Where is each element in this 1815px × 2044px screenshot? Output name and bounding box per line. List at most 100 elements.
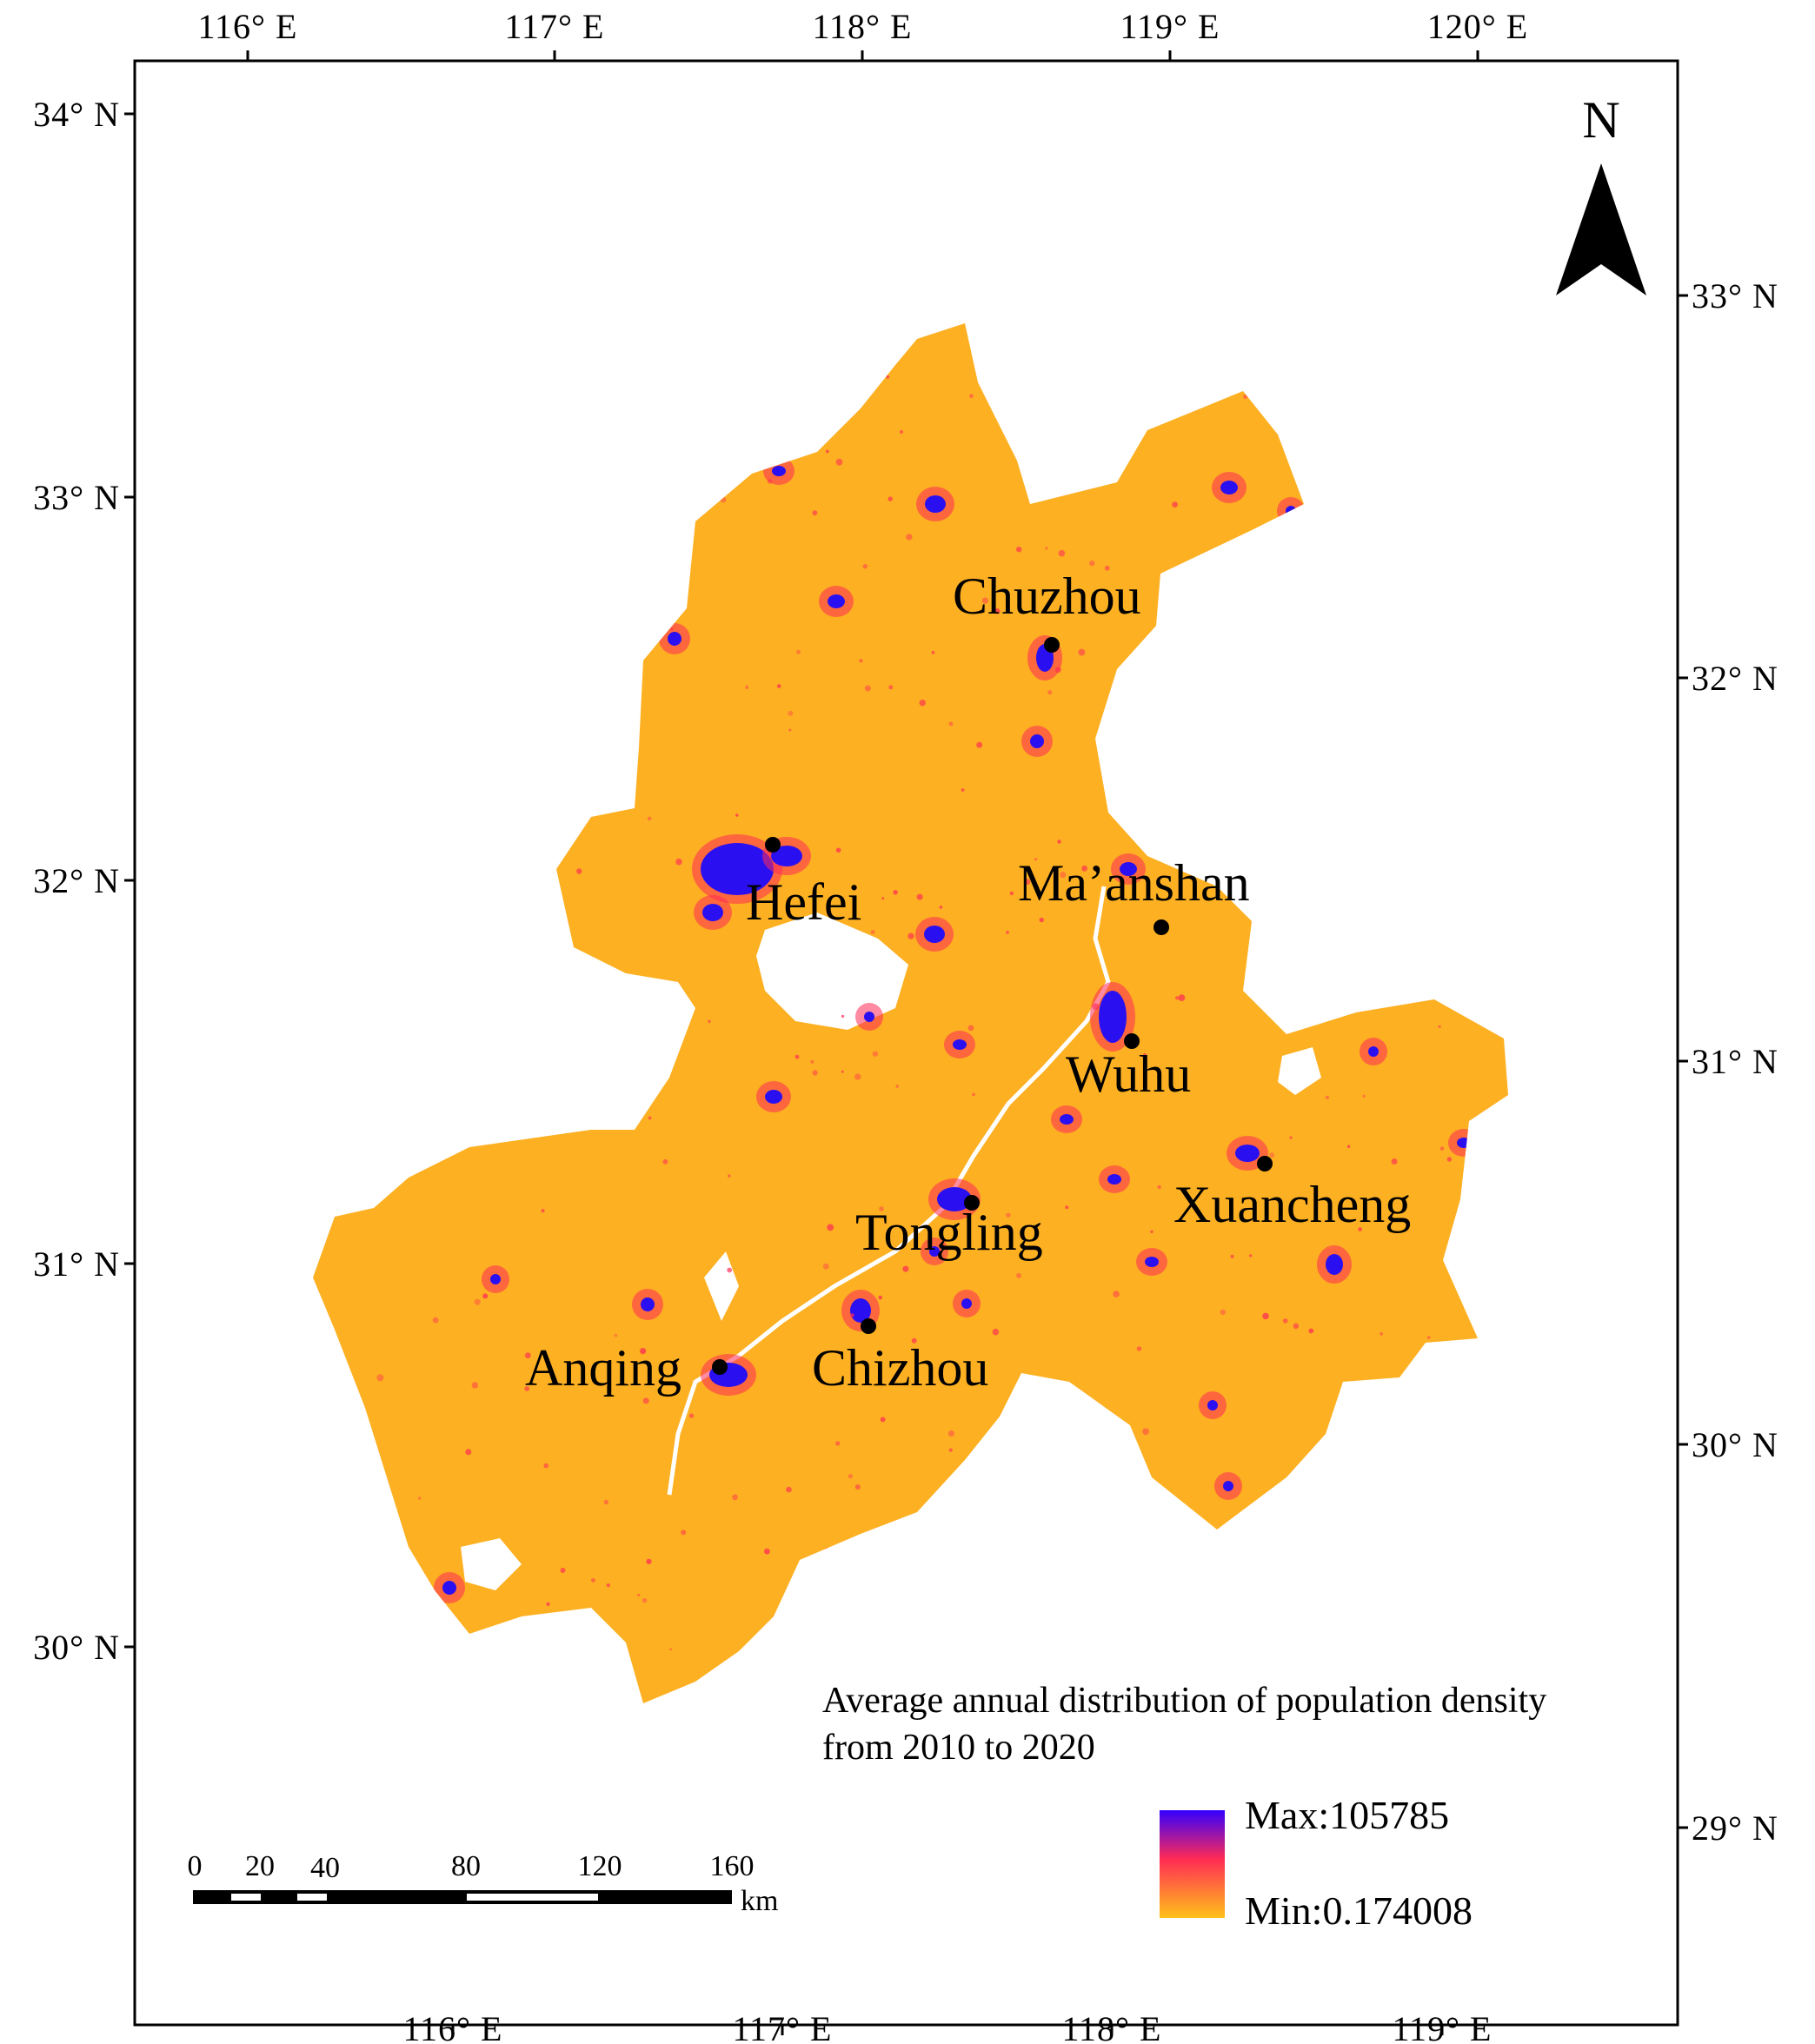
density-speck [603,1499,609,1505]
density-speck [349,760,356,766]
density-speck [859,1556,865,1562]
density-speck [486,694,493,700]
density-speck [848,1474,854,1479]
density-speck [1446,1157,1453,1162]
density-speck [854,1073,861,1080]
density-speck [646,1558,652,1564]
density-speck [1045,547,1048,550]
density-speck [1336,1422,1341,1427]
density-speck [667,522,671,526]
urban-spot [1107,1174,1121,1185]
urban-spot [1368,1046,1379,1057]
density-speck [1092,1003,1100,1011]
density-speck [1426,365,1431,370]
top-longitude-axis: 116° E 117° E 118° E 119° E 120° E [198,7,1527,61]
density-speck [508,1132,512,1137]
bottom-tick-label: 119° E [1393,2009,1493,2044]
density-speck [1424,752,1432,759]
legend-title-line1: Average annual distribution of populatio… [822,1681,1546,1721]
density-speck [1432,780,1437,786]
density-speck [708,1019,711,1024]
density-speck [1047,690,1053,695]
right-tick-label: 30° N [1692,1425,1778,1464]
density-speck [417,1496,422,1500]
density-speck [1356,961,1361,966]
density-speck [615,985,619,988]
density-speck [948,721,954,727]
density-speck [474,1298,481,1305]
scale-bar-segment [297,1894,327,1901]
legend-min-label: Min:0.174008 [1245,1888,1473,1933]
density-speck [969,394,974,399]
density-speck [632,666,639,673]
density-speck [1346,1145,1351,1149]
density-speck [1016,547,1022,553]
density-speck [1376,1393,1380,1397]
density-speck [916,893,923,900]
density-speck [1073,1571,1076,1575]
city-label-maanshan: Ma’anshan [1018,854,1250,912]
density-speck [835,1441,841,1446]
density-speck [497,1110,502,1116]
density-speck [614,1333,618,1337]
urban-spot [924,926,945,943]
density-speck [1447,1512,1452,1516]
density-speck [410,571,414,574]
density-speck [351,800,355,804]
density-speck [850,1313,854,1317]
density-speck [1107,742,1113,749]
scale-tick-label: 160 [710,1850,755,1882]
density-speck [794,1054,800,1059]
region-shape [313,323,1508,1703]
right-tick-label: 32° N [1692,659,1778,698]
density-speck [560,1568,566,1573]
density-speck [1097,366,1102,372]
study-region [313,323,1508,1703]
urban-spot [1120,862,1137,876]
density-speck [1293,1323,1300,1330]
density-speck [776,684,781,688]
bottom-tick-label: 118° E [1062,2009,1162,2044]
density-speck [1362,1094,1366,1098]
density-speck [482,378,489,385]
density-speck [735,813,739,817]
density-speck [939,1576,943,1580]
density-speck [1065,1205,1069,1210]
density-speck [1427,1336,1431,1339]
density-speck [1262,1312,1269,1320]
urban-spot [490,1274,501,1284]
density-speck [902,1265,909,1272]
density-speck [864,685,871,692]
urban-spot [961,1298,972,1309]
density-speck [1311,403,1314,407]
density-speck [1285,1628,1292,1635]
scale-tick-label: 80 [451,1850,481,1882]
city-dot-chuzhou [1044,637,1060,653]
urban-spot [937,1187,972,1211]
city-dot-xuancheng [1257,1156,1273,1171]
density-speck [1172,501,1178,508]
city-dot-tongling [964,1195,980,1211]
city-label-chizhou: Chizhou [812,1339,988,1397]
density-speck [1352,422,1358,428]
right-tick-label: 33° N [1692,276,1778,315]
density-speck [878,1295,882,1300]
density-speck [827,1224,834,1231]
density-speck [1473,911,1480,919]
density-speck [841,1014,845,1019]
legend-max-label: Max:105785 [1245,1793,1449,1837]
density-speck [446,945,453,952]
density-speck [939,906,943,909]
density-speck [675,858,682,866]
density-speck [650,421,657,428]
urban-spot [953,1039,967,1050]
density-speck [1055,667,1061,674]
density-speck [1458,1628,1462,1633]
density-speck [1463,958,1466,961]
density-speck [544,754,548,758]
density-speck [859,659,863,663]
urban-spot [1457,1138,1471,1148]
density-speck [1355,806,1360,810]
density-speck [1060,872,1067,879]
density-speck [410,648,415,653]
